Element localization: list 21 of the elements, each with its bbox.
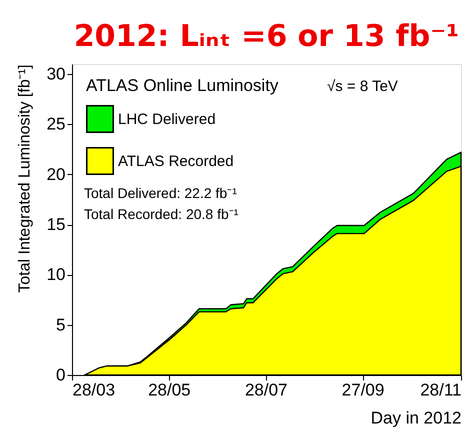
y-tick-label: 30 (46, 64, 66, 84)
annotation: Total Recorded: 20.8 fb⁻¹ (84, 206, 239, 222)
y-tick-label: 20 (46, 164, 66, 184)
y-tick-label: 10 (46, 265, 66, 284)
chart-title: 2012: Lᵢₙₜ =6 or 13 fb⁻¹ (74, 19, 460, 54)
y-tick-label: 25 (46, 114, 66, 134)
annotation: √s = 8 TeV (327, 78, 398, 95)
x-tick-label: 28/07 (244, 380, 288, 400)
legend-label: LHC Delivered (118, 111, 216, 128)
y-axis-title: Total Integrated Luminosity [fb⁻¹] (16, 64, 34, 293)
legend-title: ATLAS Online Luminosity (86, 76, 279, 95)
annotation: Total Delivered: 22.2 fb⁻¹ (84, 185, 238, 201)
y-tick-label: 15 (46, 215, 66, 234)
x-axis-title: Day in 2012 (370, 408, 462, 428)
legend-label: ATLAS Recorded (118, 153, 234, 170)
y-tick-label: 5 (56, 315, 66, 334)
x-tick-label: 27/09 (342, 380, 384, 400)
x-tick-label: 28/11 (420, 380, 462, 400)
y-tick-label: 0 (56, 366, 66, 384)
x-tick-label: 28/03 (72, 380, 116, 400)
x-tick-label: 28/05 (148, 380, 191, 400)
